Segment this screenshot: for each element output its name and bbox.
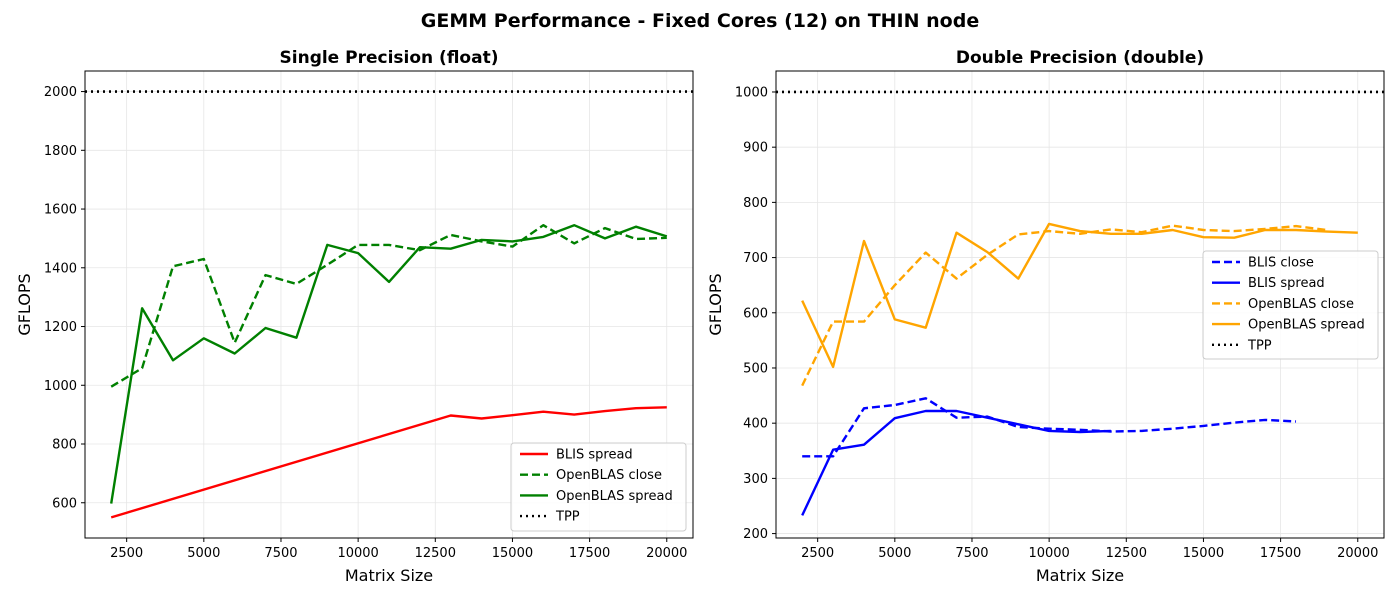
legend-label: BLIS close	[1248, 256, 1314, 271]
x-tick-label: 10000	[337, 546, 378, 561]
plot-frame	[84, 70, 694, 539]
x-tick-label: 12500	[1106, 546, 1147, 561]
y-tick-label: 900	[743, 141, 768, 156]
legend-label: TPP	[1247, 338, 1272, 353]
legend-label: BLIS spread	[1248, 276, 1325, 291]
legend-frame	[510, 442, 687, 532]
chart-panel-1: 2500 5000 7500 10000 12500 15000 17500 20000 600…	[15, 48, 694, 585]
y-tick-label: 800	[52, 438, 77, 453]
x-axis-label: Matrix Size	[345, 566, 433, 585]
x-tick-label: 15000	[1183, 546, 1224, 561]
x-tick-label: 7500	[955, 546, 988, 561]
series-line-blis-spread	[110, 406, 667, 519]
legend-frame	[1202, 250, 1379, 360]
series-line-openblas-spread	[110, 224, 668, 504]
y-tick-label: 1000	[735, 85, 768, 100]
series-line-openblas-spread	[801, 222, 1358, 369]
x-tick-label: 15000	[492, 546, 533, 561]
plot-frame	[775, 70, 1385, 539]
x-tick-label: 2500	[110, 546, 143, 561]
y-axis-label: GFLOPS	[706, 273, 725, 335]
y-tick-label: 400	[743, 417, 768, 432]
y-tick-label: 200	[743, 527, 768, 542]
x-tick-label: 5000	[187, 546, 220, 561]
x-tick-label: 12500	[415, 546, 456, 561]
legend-label: OpenBLAS close	[1248, 297, 1354, 312]
y-tick-label: 2000	[44, 85, 77, 100]
x-tick-label: 2500	[801, 546, 834, 561]
series-line-blis-spread	[801, 409, 1111, 516]
x-tick-label: 17500	[569, 546, 610, 561]
y-tick-label: 600	[743, 306, 768, 321]
x-tick-label: 10000	[1028, 546, 1069, 561]
legend-label: OpenBLAS spread	[1248, 318, 1365, 333]
x-tick-label: 7500	[264, 546, 297, 561]
series-line-blis-close	[802, 397, 1297, 458]
x-axis-label: Matrix Size	[1036, 566, 1124, 585]
y-tick-label: 700	[743, 251, 768, 266]
y-tick-label: 1400	[44, 261, 77, 276]
x-tick-label: 20000	[646, 546, 687, 561]
x-tick-label: 20000	[1337, 546, 1378, 561]
legend-label: OpenBLAS close	[556, 468, 662, 483]
y-tick-label: 300	[743, 472, 768, 487]
series-line-openblas-close	[110, 224, 667, 388]
y-tick-label: 600	[52, 496, 77, 511]
legend-label: OpenBLAS spread	[556, 489, 673, 504]
legend: BLIS close BLIS spread OpenBLAS close OpenB…	[1202, 250, 1379, 360]
legend-label: BLIS spread	[556, 448, 633, 463]
y-tick-label: 1000	[44, 379, 77, 394]
y-tick-label: 1200	[44, 320, 77, 335]
chart-panel-2: 2500 5000 7500 10000 12500 15000 17500 20000 200…	[706, 48, 1385, 585]
panel-title: Double Precision (double)	[956, 48, 1204, 68]
legend-label: TPP	[555, 510, 580, 525]
x-tick-label: 5000	[878, 546, 911, 561]
y-tick-label: 500	[743, 361, 768, 376]
y-tick-label: 1800	[44, 144, 77, 159]
y-tick-label: 1600	[44, 203, 77, 218]
legend: BLIS spread OpenBLAS close OpenBLAS spread…	[510, 442, 687, 532]
figure-title: GEMM Performance - Fixed Cores (12) on T…	[421, 10, 979, 32]
x-tick-label: 17500	[1260, 546, 1301, 561]
series-line-openblas-close	[801, 224, 1328, 387]
y-tick-label: 800	[743, 196, 768, 211]
panel-title: Single Precision (float)	[280, 48, 499, 68]
y-axis-label: GFLOPS	[15, 273, 34, 335]
